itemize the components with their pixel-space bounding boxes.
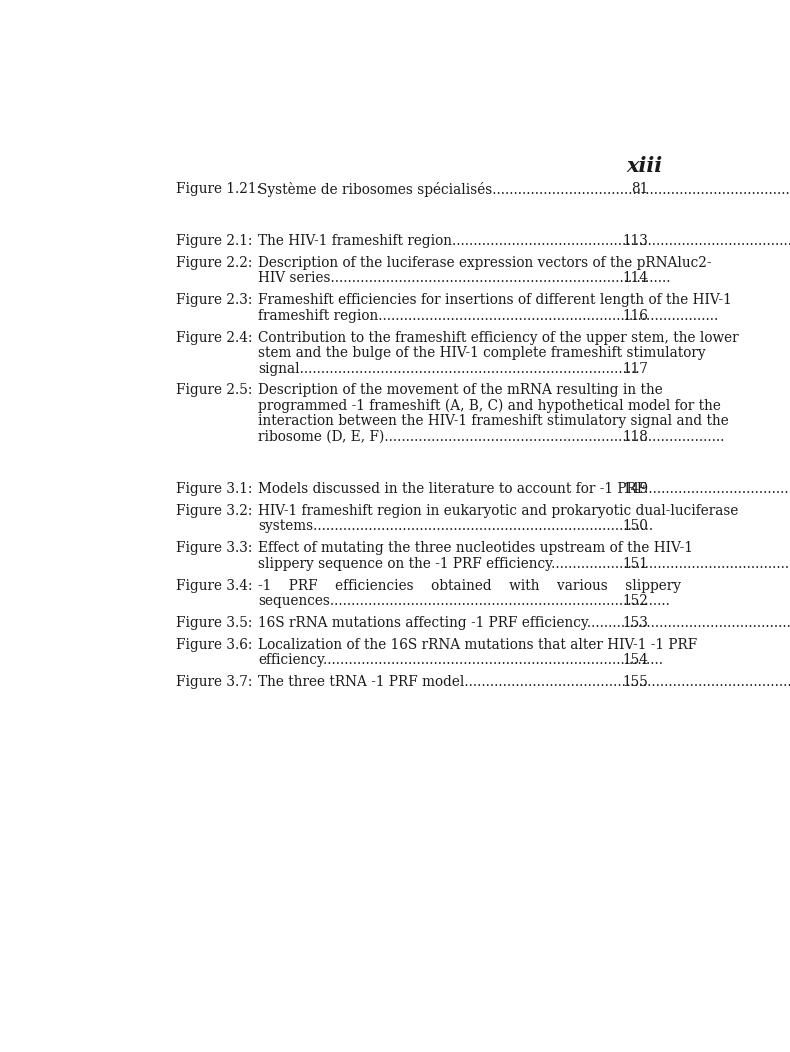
Text: 81: 81 xyxy=(631,182,649,196)
Text: programmed -1 frameshift (A, B, C) and hypothetical model for the: programmed -1 frameshift (A, B, C) and h… xyxy=(258,399,721,413)
Text: Contribution to the frameshift efficiency of the upper stem, the lower: Contribution to the frameshift efficienc… xyxy=(258,330,739,344)
Text: stem and the bulge of the HIV-1 complete frameshift stimulatory: stem and the bulge of the HIV-1 complete… xyxy=(258,346,705,360)
Text: 16S rRNA mutations affecting -1 PRF efficiency..................................: 16S rRNA mutations affecting -1 PRF effi… xyxy=(258,616,790,630)
Text: Figure 2.5:: Figure 2.5: xyxy=(176,383,253,398)
Text: 118: 118 xyxy=(623,430,649,444)
Text: 116: 116 xyxy=(623,308,649,323)
Text: -1    PRF    efficiencies    obtained    with    various    slippery: -1 PRF efficiencies obtained with variou… xyxy=(258,579,681,592)
Text: frameshift region...............................................................: frameshift region.......................… xyxy=(258,308,718,323)
Text: Figure 3.6:: Figure 3.6: xyxy=(176,638,253,652)
Text: Figure 2.3:: Figure 2.3: xyxy=(176,294,253,307)
Text: xiii: xiii xyxy=(626,156,663,176)
Text: Description of the luciferase expression vectors of the pRNAluc2-: Description of the luciferase expression… xyxy=(258,256,712,269)
Text: 154: 154 xyxy=(623,653,649,667)
Text: Figure 1.21:: Figure 1.21: xyxy=(176,182,261,196)
Text: Figure 3.5:: Figure 3.5: xyxy=(176,616,253,630)
Text: interaction between the HIV-1 frameshift stimulatory signal and the: interaction between the HIV-1 frameshift… xyxy=(258,414,729,428)
Text: systems.........................................................................: systems.................................… xyxy=(258,520,653,533)
Text: Figure 3.1:: Figure 3.1: xyxy=(176,482,253,495)
Text: slippery sequence on the -1 PRF efficiency......................................: slippery sequence on the -1 PRF efficien… xyxy=(258,557,790,570)
Text: HIV-1 frameshift region in eukaryotic and prokaryotic dual-luciferase: HIV-1 frameshift region in eukaryotic an… xyxy=(258,504,739,518)
Text: Figure 2.1:: Figure 2.1: xyxy=(176,234,253,247)
Text: 113: 113 xyxy=(623,234,649,247)
Text: efficiency......................................................................: efficiency..............................… xyxy=(258,653,663,667)
Text: 114: 114 xyxy=(623,271,649,285)
Text: 117: 117 xyxy=(623,362,649,376)
Text: Models discussed in the literature to account for -1 PRF........................: Models discussed in the literature to ac… xyxy=(258,482,790,495)
Text: 155: 155 xyxy=(623,675,649,689)
Text: The three tRNA -1 PRF model.....................................................: The three tRNA -1 PRF model.............… xyxy=(258,675,790,689)
Text: Frameshift efficiencies for insertions of different length of the HIV-1: Frameshift efficiencies for insertions o… xyxy=(258,294,732,307)
Text: Figure 3.3:: Figure 3.3: xyxy=(176,541,253,555)
Text: 150: 150 xyxy=(623,520,649,533)
Text: Figure 3.2:: Figure 3.2: xyxy=(176,504,253,518)
Text: Effect of mutating the three nucleotides upstream of the HIV-1: Effect of mutating the three nucleotides… xyxy=(258,541,693,555)
Text: Système de ribosomes spécialisés................................................: Système de ribosomes spécialisés........… xyxy=(258,182,790,197)
Text: HIV series......................................................................: HIV series..............................… xyxy=(258,271,671,285)
Text: The HIV-1 frameshift region.....................................................: The HIV-1 frameshift region.............… xyxy=(258,234,790,247)
Text: Figure 2.4:: Figure 2.4: xyxy=(176,330,253,344)
Text: 149: 149 xyxy=(623,482,649,495)
Text: Figure 3.7:: Figure 3.7: xyxy=(176,675,253,689)
Text: 153: 153 xyxy=(623,616,649,630)
Text: Description of the movement of the mRNA resulting in the: Description of the movement of the mRNA … xyxy=(258,383,663,398)
Text: sequences.......................................................................: sequences...............................… xyxy=(258,594,670,608)
Text: 152: 152 xyxy=(623,594,649,608)
Text: ribosome (D, E, F)..............................................................: ribosome (D, E, F)......................… xyxy=(258,430,724,444)
Text: Localization of the 16S rRNA mutations that alter HIV-1 -1 PRF: Localization of the 16S rRNA mutations t… xyxy=(258,638,698,652)
Text: signal..........................................................................: signal..................................… xyxy=(258,362,640,376)
Text: 151: 151 xyxy=(623,557,649,570)
Text: Figure 2.2:: Figure 2.2: xyxy=(176,256,253,269)
Text: Figure 3.4:: Figure 3.4: xyxy=(176,579,253,592)
